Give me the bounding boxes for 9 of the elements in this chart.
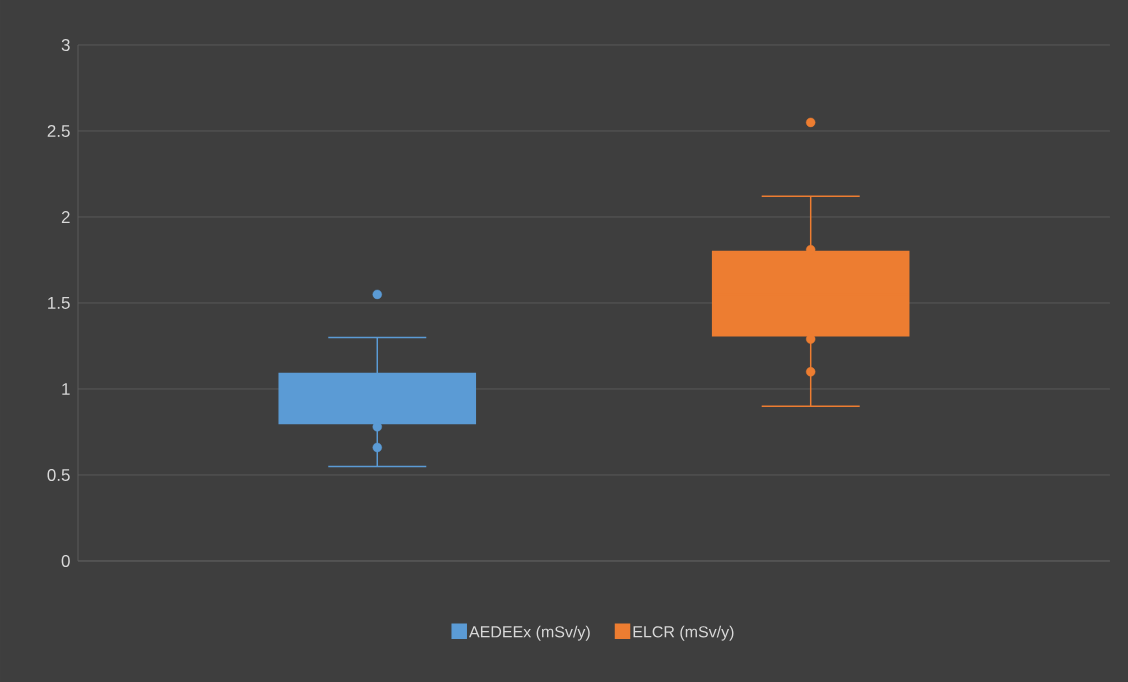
y-tick-label: 3 <box>61 38 70 52</box>
legend-label: ELCR (mSv/y) <box>633 625 734 641</box>
y-tick-label: 2.5 <box>47 124 70 138</box>
y-tick-label: 0.5 <box>47 468 70 482</box>
y-tick-label: 0 <box>61 554 70 568</box>
y-tick-label: 1.5 <box>48 297 70 309</box>
y-tick-label: 2 <box>61 211 70 223</box>
y-tick-label: 1 <box>62 383 70 395</box>
legend-label: AEDEEx (mSv/y) <box>469 625 590 641</box>
